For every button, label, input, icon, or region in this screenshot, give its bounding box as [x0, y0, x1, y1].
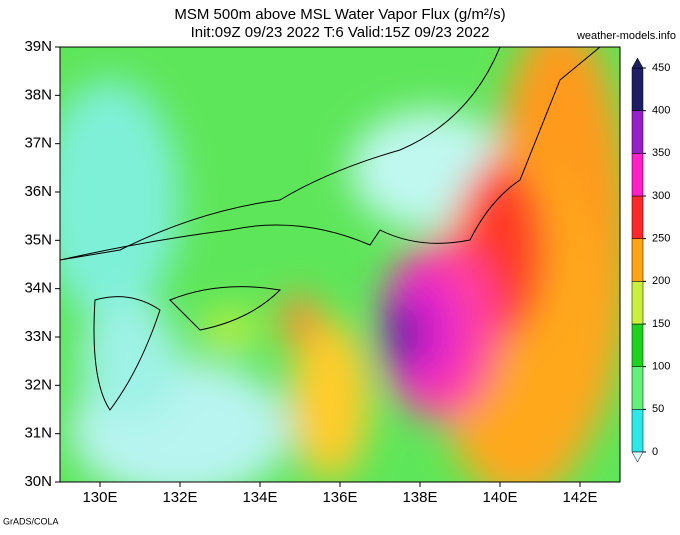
- y-tick-label: 35N: [24, 231, 52, 248]
- y-tick-label: 34N: [24, 280, 52, 297]
- colorbar-segment: [631, 195, 644, 239]
- colorbar-tick-label: 400: [652, 105, 670, 117]
- flux-field: [60, 47, 620, 482]
- y-tick-label: 38N: [24, 86, 52, 103]
- y-tick-label: 37N: [24, 135, 52, 152]
- colorbar-tick-label: 50: [652, 403, 664, 415]
- colorbar-tick-label: 250: [652, 233, 670, 245]
- x-tick-label: 136E: [322, 489, 357, 506]
- x-tick-label: 130E: [82, 489, 117, 506]
- colorbar-segment: [631, 238, 644, 282]
- colorbar-segment: [631, 110, 644, 154]
- credit: GrADS/COLA: [3, 516, 59, 526]
- y-tick-label: 32N: [24, 376, 52, 393]
- colorbar-segment: [631, 366, 644, 410]
- y-tick-label: 33N: [24, 328, 52, 345]
- colorbar-low-arrow: [631, 451, 644, 463]
- colorbar-tick-label: 0: [652, 446, 658, 458]
- colorbar-tick-label: 300: [652, 190, 670, 202]
- colorbar-tick-label: 350: [652, 147, 670, 159]
- x-tick-label: 138E: [402, 489, 437, 506]
- colorbar-segment: [631, 67, 644, 111]
- colorbar-tick-label: 450: [652, 62, 670, 74]
- colorbar-segment: [631, 281, 644, 325]
- colorbar-high-arrow: [631, 57, 644, 69]
- colorbar-segment: [631, 323, 644, 367]
- y-tick-label: 36N: [24, 183, 52, 200]
- x-tick-label: 134E: [242, 489, 277, 506]
- source: weather-models.info: [576, 30, 676, 42]
- colorbar-tick-label: 150: [652, 318, 670, 330]
- y-tick-label: 31N: [24, 425, 52, 442]
- colorbar-segment: [631, 409, 644, 453]
- x-tick-label: 140E: [482, 489, 517, 506]
- x-tick-label: 142E: [562, 489, 597, 506]
- colorbar-segment: [631, 153, 644, 197]
- colorbar-tick-label: 100: [652, 361, 670, 373]
- y-tick-label: 30N: [24, 473, 52, 490]
- x-tick-label: 132E: [162, 489, 197, 506]
- title: MSM 500m above MSL Water Vapor Flux (g/m…: [174, 6, 505, 23]
- colorbar-tick-label: 200: [652, 275, 670, 287]
- subtitle: Init:09Z 09/23 2022 T:6 Valid:15Z 09/23 …: [191, 24, 490, 41]
- y-tick-label: 39N: [24, 38, 52, 55]
